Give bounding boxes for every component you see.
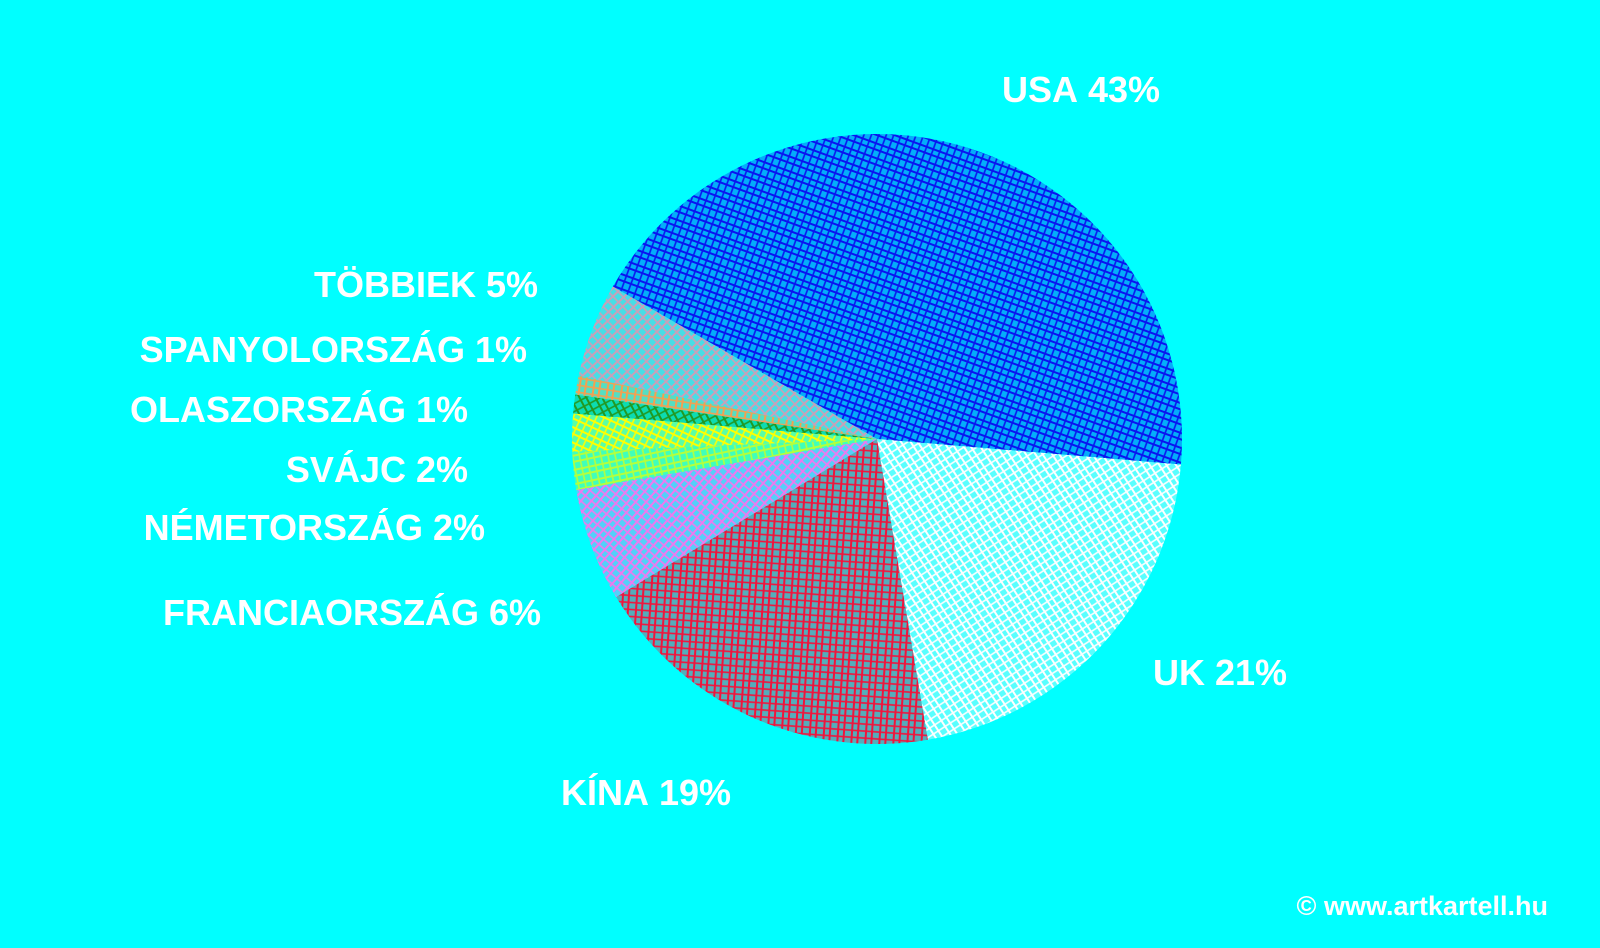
slice-value: 2% [433, 507, 485, 548]
slice-label: OLASZORSZÁG 1% [130, 389, 468, 430]
pie-slice [572, 439, 877, 490]
slice-label: TÖBBIEK 5% [314, 264, 538, 305]
footer: © www.artkartell.hu [1297, 891, 1548, 921]
slice-category: KÍNA [561, 772, 649, 813]
pie-slice [877, 439, 1181, 740]
slice-label: FRANCIAORSZÁG 6% [163, 592, 541, 633]
pie-slice [575, 375, 877, 439]
slice-category: SVÁJC [286, 449, 406, 490]
slice-category: FRANCIAORSZÁG [163, 592, 479, 633]
slice-category: TÖBBIEK [314, 264, 476, 305]
pie-slice [616, 439, 928, 744]
slice-value: 6% [489, 592, 541, 633]
slice-category: SPANYOLORSZÁG [140, 329, 465, 370]
slice-label: UK 21% [1153, 652, 1287, 693]
slice-label: USA 43% [1002, 69, 1160, 110]
slice-label: NÉMETORSZÁG 2% [144, 507, 485, 548]
pie-slice [578, 286, 877, 439]
pie-slice [573, 394, 877, 439]
slice-category: NÉMETORSZÁG [144, 507, 423, 548]
pie-slice [572, 413, 877, 452]
pie-slice [576, 439, 877, 597]
slice-value: 19% [659, 772, 731, 813]
pie-slice [612, 133, 1182, 465]
slice-category: OLASZORSZÁG [130, 389, 406, 430]
slice-label: SVÁJC 2% [286, 449, 468, 490]
slice-label: KÍNA 19% [561, 772, 731, 813]
slice-category: UK [1153, 652, 1205, 693]
slice-value: 2% [416, 449, 468, 490]
slice-category: USA [1002, 69, 1078, 110]
slice-value: 5% [486, 264, 538, 305]
slice-value: 21% [1215, 652, 1287, 693]
slice-value: 1% [475, 329, 527, 370]
slice-value: 1% [416, 389, 468, 430]
slice-value: 43% [1088, 69, 1160, 110]
slice-label: SPANYOLORSZÁG 1% [140, 329, 527, 370]
